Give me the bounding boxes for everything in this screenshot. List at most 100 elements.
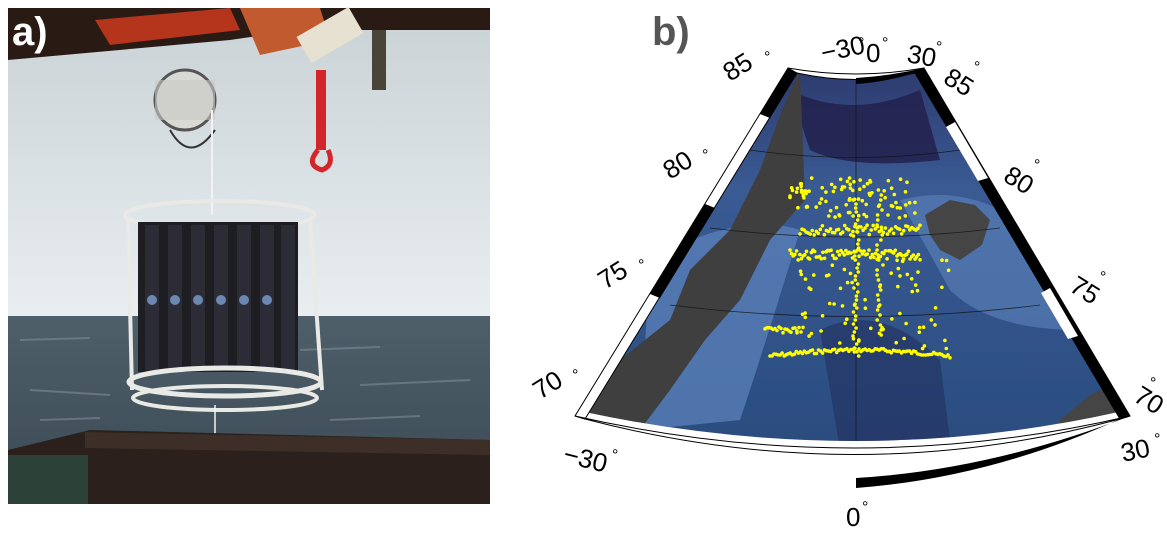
station-dot [803, 311, 807, 315]
station-dot [908, 228, 912, 232]
station-dot [876, 188, 881, 192]
greenland [585, 70, 805, 430]
station-dot [852, 350, 857, 354]
station-dot [870, 191, 874, 195]
station-dot [856, 197, 861, 201]
deg-top-center: ° [882, 35, 888, 52]
station-dot [894, 340, 898, 345]
station-dot [798, 252, 802, 257]
station-dot [891, 231, 896, 236]
station-dot [824, 190, 828, 194]
station-dot [843, 321, 847, 326]
station-dot [809, 176, 814, 180]
station-dot [838, 286, 843, 291]
station-dot [775, 328, 779, 333]
station-dot [876, 218, 880, 222]
lat-left-80: 80 [657, 144, 697, 185]
deg-right-80: ° [1034, 157, 1040, 174]
station-dot [920, 346, 925, 351]
station-dot [831, 189, 836, 194]
station-dot [845, 179, 850, 184]
station-dot [865, 181, 870, 186]
station-dot [856, 213, 861, 218]
station-dot [798, 182, 803, 186]
deg-left-85: ° [764, 49, 770, 66]
station-dot [878, 323, 883, 327]
station-dot [901, 228, 906, 233]
station-dot [915, 288, 920, 293]
station-dot [943, 338, 947, 343]
station-dot [879, 228, 884, 232]
ctd-photo [8, 7, 490, 504]
station-dot [944, 258, 949, 263]
station-dot [913, 283, 918, 287]
station-dot [827, 301, 832, 306]
station-dot [857, 339, 861, 343]
station-dot [788, 194, 792, 198]
station-dot [889, 271, 893, 276]
station-dot [856, 290, 860, 294]
station-dot [847, 176, 852, 180]
station-dot [900, 253, 904, 258]
deg-right-70: ° [1150, 375, 1156, 392]
station-dot [879, 198, 883, 202]
deg-right-75: ° [1100, 269, 1106, 286]
station-dot [875, 248, 879, 252]
station-dot [868, 178, 872, 183]
station-dot [903, 214, 908, 218]
station-dot [854, 202, 858, 206]
station-dot [844, 248, 848, 253]
station-dot [820, 314, 825, 318]
station-dot [913, 200, 917, 205]
station-dot [891, 251, 896, 255]
station-dot [821, 250, 825, 255]
station-dot [803, 252, 807, 257]
station-dot [921, 325, 926, 330]
station-dot [922, 344, 927, 348]
station-dot [859, 225, 863, 229]
station-dot [881, 263, 885, 267]
station-dot [851, 214, 855, 218]
station-dot [917, 325, 922, 330]
station-dot [916, 226, 920, 231]
station-dot [779, 326, 783, 331]
station-dot [842, 223, 847, 228]
station-dot [852, 179, 856, 184]
station-dot [862, 184, 866, 189]
station-dot [851, 336, 856, 341]
station-dot [853, 206, 858, 210]
station-dot [864, 214, 869, 219]
station-dot [794, 190, 799, 194]
station-dot [880, 325, 884, 330]
station-dot [848, 182, 852, 187]
deg-top-east: ° [936, 39, 942, 56]
station-dot [876, 278, 881, 282]
station-dot [816, 231, 821, 236]
station-dot [854, 294, 859, 298]
station-dot [781, 330, 785, 335]
station-dot [899, 232, 904, 236]
station-dot [822, 256, 827, 261]
station-dot [867, 248, 871, 252]
station-dot [906, 249, 911, 253]
station-dot [824, 199, 828, 204]
station-dot [905, 252, 909, 256]
station-dot [804, 249, 809, 254]
station-dot [800, 312, 805, 317]
station-dot [807, 286, 811, 290]
station-dot [799, 330, 803, 334]
station-dot [946, 268, 951, 273]
deg-top-west: ° [858, 35, 864, 52]
station-dot [814, 351, 819, 356]
station-dot [868, 193, 872, 198]
station-dot [799, 256, 804, 261]
panel-a-label: a) [12, 10, 48, 54]
station-dot [801, 194, 806, 198]
deep-basin [790, 90, 940, 164]
station-dot [903, 190, 908, 194]
deg-bottom-west: ° [612, 447, 618, 464]
station-dot [818, 201, 822, 205]
station-dot [832, 347, 837, 352]
station-dot [940, 285, 944, 290]
station-dot [871, 223, 875, 228]
